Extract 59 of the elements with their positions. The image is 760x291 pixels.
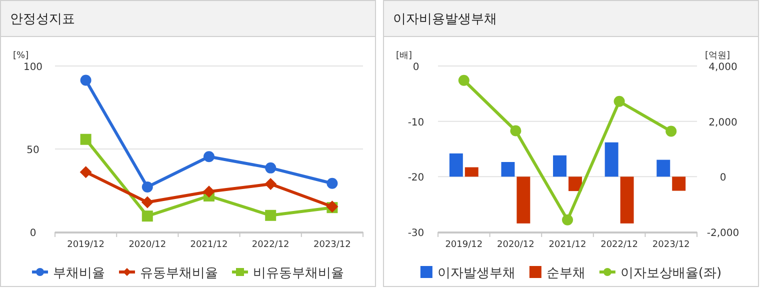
y-axis-title: [배] — [396, 51, 412, 61]
point — [141, 196, 154, 208]
bar — [464, 167, 478, 177]
point — [458, 74, 470, 86]
legend-label: 이자보상배율(좌) — [620, 266, 722, 281]
x-tick-label: 2020/12 — [128, 240, 166, 250]
x-tick-label: 2021/12 — [548, 240, 586, 250]
x-tick-label: 2020/12 — [497, 240, 534, 250]
x-tick-label: 2019/12 — [67, 240, 104, 250]
x-tick-label: 2023/12 — [314, 240, 351, 250]
y-tick-label: -20 — [408, 172, 424, 184]
x-tick-label: 2021/12 — [190, 240, 228, 250]
bar — [501, 162, 515, 177]
x-tick-label: 2022/12 — [252, 240, 290, 250]
bar — [604, 142, 618, 177]
point — [666, 126, 677, 137]
legend-label: 유동부채비율 — [140, 266, 218, 281]
point — [265, 162, 276, 174]
bar — [516, 176, 530, 224]
x-tick-label: 2019/12 — [445, 240, 483, 250]
y2-tick-label: 2,000 — [708, 117, 738, 128]
chart-title: 이자비용발생부채 — [393, 12, 497, 27]
point — [80, 74, 92, 86]
x-tick-label: 2023/12 — [652, 240, 690, 250]
y2-axis-title: [억원] — [705, 51, 730, 61]
point — [203, 186, 215, 198]
point — [510, 125, 522, 136]
bar — [656, 160, 670, 177]
y2-tick-label: 4,000 — [708, 62, 738, 73]
bar — [449, 153, 463, 177]
point — [142, 210, 153, 222]
y-tick-label: -10 — [408, 117, 424, 128]
bar — [553, 155, 566, 177]
y-tick-label: 0 — [30, 228, 36, 239]
legend-label: 순부채 — [546, 266, 586, 281]
legend-label: 이자발생부채 — [437, 266, 516, 281]
y2-tick-label: -2,000 — [706, 228, 740, 239]
y2-tick-label: 0 — [720, 172, 726, 184]
y-tick-label: 50 — [26, 145, 40, 156]
y-tick-label: 0 — [412, 62, 420, 73]
point — [326, 178, 338, 189]
x-tick-label: 2022/12 — [600, 240, 638, 250]
chart-title: 안정성지표 — [10, 12, 75, 27]
bar — [672, 176, 686, 191]
bar — [568, 176, 582, 192]
point — [264, 178, 277, 190]
point — [614, 96, 625, 107]
point — [204, 151, 214, 162]
y-tick-label: 100 — [23, 62, 43, 73]
legend-label: 비유동부채비율 — [253, 266, 344, 281]
point — [562, 214, 573, 226]
y-axis-title: [%] — [13, 51, 29, 61]
y-tick-label: -30 — [408, 228, 424, 239]
point — [142, 182, 153, 193]
bar — [620, 176, 634, 224]
point — [80, 166, 92, 178]
point — [265, 210, 276, 221]
legend-label: 부채비율 — [53, 266, 105, 281]
point — [80, 134, 92, 145]
